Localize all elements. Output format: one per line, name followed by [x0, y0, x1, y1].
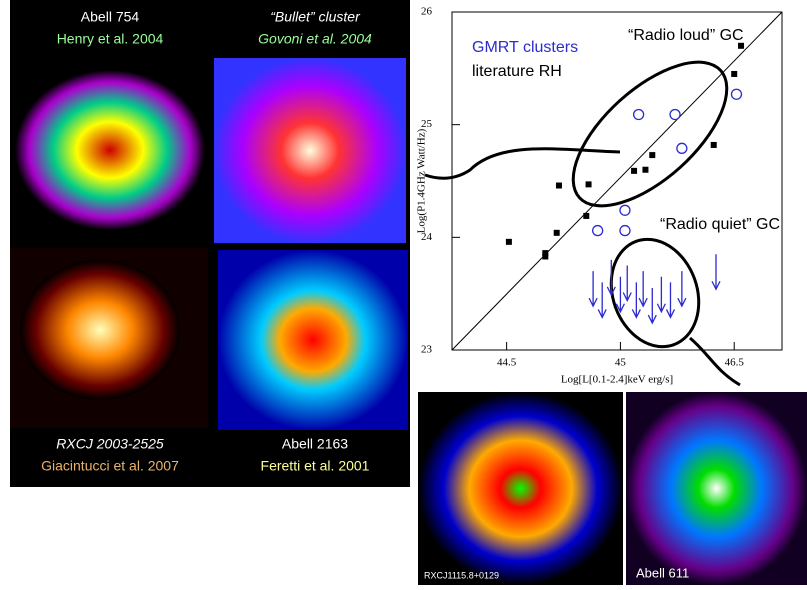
point	[731, 89, 741, 99]
panel-title: Abell 611	[636, 565, 689, 580]
point	[620, 226, 630, 236]
point	[738, 43, 744, 49]
panel-credit: Feretti et al. 2001	[261, 458, 370, 474]
point	[642, 167, 648, 173]
x-tick-label: 44.5	[497, 357, 517, 369]
point	[670, 110, 680, 120]
point	[711, 142, 717, 148]
point	[593, 226, 603, 236]
x-tick-label: 46.5	[725, 357, 745, 369]
point	[542, 253, 548, 259]
upper-limit	[639, 271, 647, 306]
upper-limit	[598, 282, 606, 317]
panel-title: RXCJ 2003-2525	[56, 436, 164, 452]
upper-limit	[589, 271, 597, 306]
point	[731, 71, 737, 77]
ellipse	[549, 37, 750, 231]
y-tick-label: 23	[421, 344, 433, 356]
image	[20, 260, 180, 400]
connector	[425, 149, 620, 178]
image	[626, 392, 807, 585]
point	[631, 168, 637, 174]
annotation: “Radio loud” GC	[628, 27, 744, 44]
point	[634, 110, 644, 120]
point	[586, 181, 592, 187]
y-tick-label: 25	[421, 118, 433, 130]
panel-title: Abell 754	[81, 9, 140, 25]
legend-entry: literature RH	[472, 63, 562, 80]
point	[677, 143, 687, 153]
panel-credit: Govoni et al. 2004	[258, 31, 372, 47]
point	[554, 230, 560, 236]
y-axis-label: Log(P1.4GHz Watt/Hz)	[416, 128, 428, 233]
image	[15, 70, 205, 230]
point	[649, 152, 655, 158]
point	[506, 239, 512, 245]
panel-credit: Giacintucci et al. 2007	[41, 458, 179, 474]
point	[556, 183, 562, 189]
upper-limit	[657, 277, 665, 312]
legend-entry: GMRT clusters	[472, 39, 578, 56]
upper-limit	[666, 282, 674, 317]
page: {"panels": [ {"title": "Abell 754", "cre…	[0, 0, 807, 585]
y-tick-label: 26	[421, 6, 433, 18]
image	[218, 250, 408, 430]
slide: Abell 754 Henry et al. 2004 “Bullet” clu…	[0, 0, 807, 585]
image	[418, 392, 623, 585]
upper-limit	[632, 282, 640, 317]
point	[583, 213, 589, 219]
annotation: “Radio quiet” GC	[660, 216, 780, 233]
panel-title: Abell 2163	[282, 436, 348, 452]
panel-title: RXCJ1115.8+0129	[424, 570, 499, 580]
upper-limit	[623, 266, 631, 301]
upper-limit	[648, 288, 656, 323]
upper-limit	[616, 277, 624, 312]
ellipse	[597, 227, 714, 359]
x-tick-label: 45	[615, 357, 627, 369]
x-axis-label: Log[L[0.1-2.4]keV erg/s]	[561, 374, 673, 386]
upper-limit	[678, 271, 686, 306]
panel-credit: Henry et al. 2004	[57, 31, 164, 47]
image	[214, 58, 406, 243]
panel-title: “Bullet” cluster	[270, 9, 361, 25]
point	[620, 205, 630, 215]
upper-limit	[712, 254, 720, 289]
